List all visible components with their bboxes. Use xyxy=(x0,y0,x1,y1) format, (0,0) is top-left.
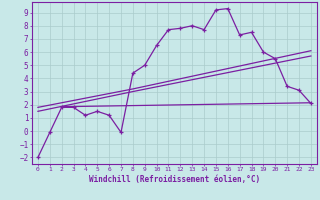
X-axis label: Windchill (Refroidissement éolien,°C): Windchill (Refroidissement éolien,°C) xyxy=(89,175,260,184)
